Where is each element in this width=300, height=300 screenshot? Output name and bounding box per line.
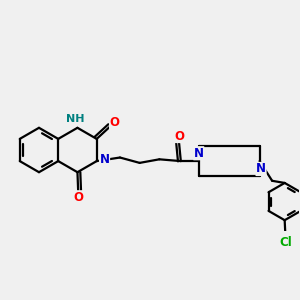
Text: N: N: [100, 153, 110, 166]
Text: O: O: [175, 130, 185, 142]
Text: NH: NH: [66, 114, 85, 124]
Text: N: N: [256, 163, 266, 176]
Text: O: O: [73, 191, 83, 204]
Text: O: O: [110, 116, 120, 129]
Text: N: N: [194, 147, 204, 160]
Text: Cl: Cl: [280, 236, 292, 249]
